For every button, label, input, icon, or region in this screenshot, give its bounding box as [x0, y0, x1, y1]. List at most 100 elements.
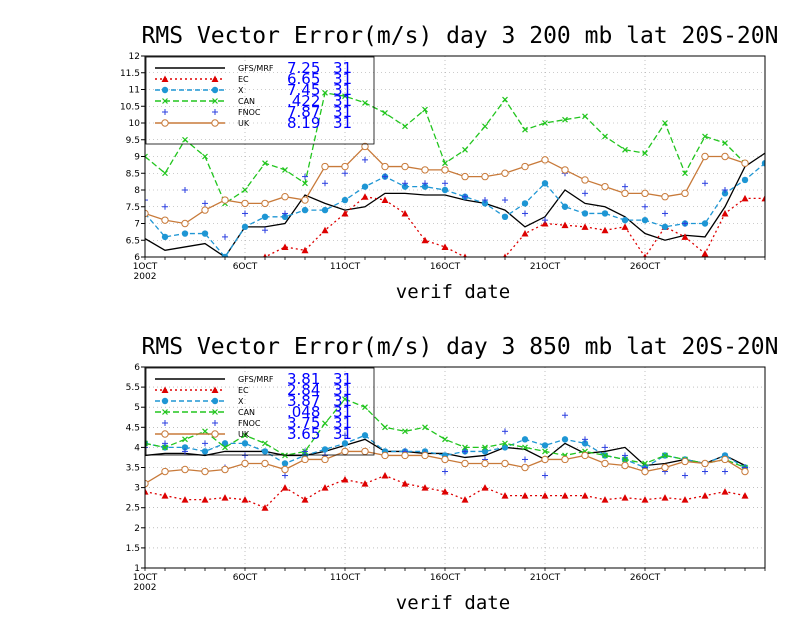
- x-tick-label: 6OCT: [233, 262, 258, 272]
- data-point: [722, 468, 728, 475]
- data-point: [422, 106, 428, 113]
- data-point: [541, 492, 549, 499]
- data-point: [221, 465, 229, 474]
- data-point: [201, 230, 209, 237]
- data-point: [502, 96, 508, 103]
- data-point: [161, 430, 169, 438]
- data-point-stroke: [322, 420, 328, 427]
- data-point: [145, 444, 148, 451]
- data-point: [561, 492, 569, 499]
- data-point: [281, 460, 289, 467]
- data-point: [701, 492, 709, 499]
- data-point: [541, 220, 549, 227]
- data-point: [601, 182, 609, 191]
- data-point: [522, 210, 528, 217]
- data-point: [722, 140, 728, 147]
- series-ec: [145, 472, 749, 511]
- data-point: [402, 123, 408, 130]
- data-point: [162, 409, 168, 415]
- data-point-stroke: [402, 123, 408, 130]
- data-point: [622, 452, 628, 459]
- data-point: [145, 153, 148, 160]
- data-point: [661, 463, 669, 472]
- data-point: [621, 223, 629, 230]
- data-point: [542, 120, 548, 126]
- data-point: [381, 196, 389, 204]
- data-point-stroke: [542, 120, 548, 126]
- data-point: [521, 200, 529, 207]
- data-point: [161, 216, 169, 224]
- legend-count: 31: [333, 425, 352, 443]
- data-point: [501, 213, 509, 220]
- data-point: [401, 451, 409, 460]
- data-point: [461, 459, 469, 468]
- data-point: [321, 455, 329, 464]
- data-point: [161, 233, 169, 241]
- data-point: [601, 210, 609, 217]
- data-point: [561, 203, 569, 210]
- y-tick-label: 9.5: [126, 136, 140, 146]
- data-point: [761, 194, 765, 202]
- data-point: [261, 199, 269, 208]
- x-tick-label: 11OCT: [330, 573, 361, 583]
- data-point: [462, 146, 468, 153]
- legend-count: 31: [333, 59, 352, 77]
- data-point-stroke: [462, 146, 468, 153]
- data-point: [761, 160, 765, 167]
- data-point: [481, 200, 489, 207]
- data-point: [482, 197, 488, 204]
- data-point-stroke: [222, 444, 228, 451]
- data-point: [341, 440, 349, 447]
- data-point: [441, 186, 449, 194]
- series-uk: [145, 142, 749, 228]
- data-point: [521, 463, 529, 472]
- legend-box: [145, 367, 375, 456]
- data-point: [462, 193, 468, 200]
- data-point: [241, 223, 249, 231]
- data-point: [361, 480, 369, 487]
- data-point: [442, 436, 448, 443]
- data-point: [622, 183, 628, 190]
- data-point: [581, 492, 589, 499]
- data-point: [182, 448, 188, 455]
- y-tick-label: 1: [134, 564, 140, 574]
- data-point-stroke: [442, 436, 448, 443]
- legend-entry: GFS/MRF 3.81 31: [155, 370, 352, 388]
- legend-entry: UK 3.65 31: [155, 425, 352, 443]
- data-point: [562, 412, 568, 419]
- y-tick-label: 10: [129, 119, 141, 129]
- data-point: [502, 197, 508, 204]
- data-point: [302, 180, 308, 187]
- legend-entry: EC 6.65 31: [155, 70, 352, 88]
- legend-label: CAN: [238, 408, 255, 417]
- x-tick-year: 2002: [134, 272, 157, 282]
- data-point: [521, 162, 529, 171]
- data-point: [161, 386, 169, 393]
- y-tick-label: 4.5: [126, 423, 140, 433]
- data-point: [242, 452, 248, 459]
- data-point: [441, 455, 449, 464]
- data-point: [421, 484, 429, 491]
- data-point: [582, 113, 588, 120]
- data-point: [162, 109, 168, 115]
- data-point: [221, 196, 229, 204]
- data-point: [662, 210, 668, 217]
- data-point: [562, 116, 568, 123]
- data-point: [681, 496, 689, 503]
- data-point-stroke: [342, 396, 348, 403]
- data-point: [521, 436, 529, 443]
- data-point-stroke: [145, 155, 148, 160]
- data-point: [422, 424, 428, 431]
- legend-box: [145, 56, 375, 145]
- legend-count: 31: [333, 414, 352, 432]
- data-point: [581, 440, 589, 447]
- data-point-stroke: [502, 96, 508, 103]
- data-point: [221, 494, 229, 501]
- data-point: [522, 456, 528, 463]
- y-tick-label: 7: [134, 220, 140, 230]
- data-point: [561, 221, 569, 229]
- data-point: [702, 180, 708, 187]
- data-point: [741, 467, 749, 476]
- legend-mean: 6.65: [287, 70, 320, 88]
- data-point: [261, 213, 269, 220]
